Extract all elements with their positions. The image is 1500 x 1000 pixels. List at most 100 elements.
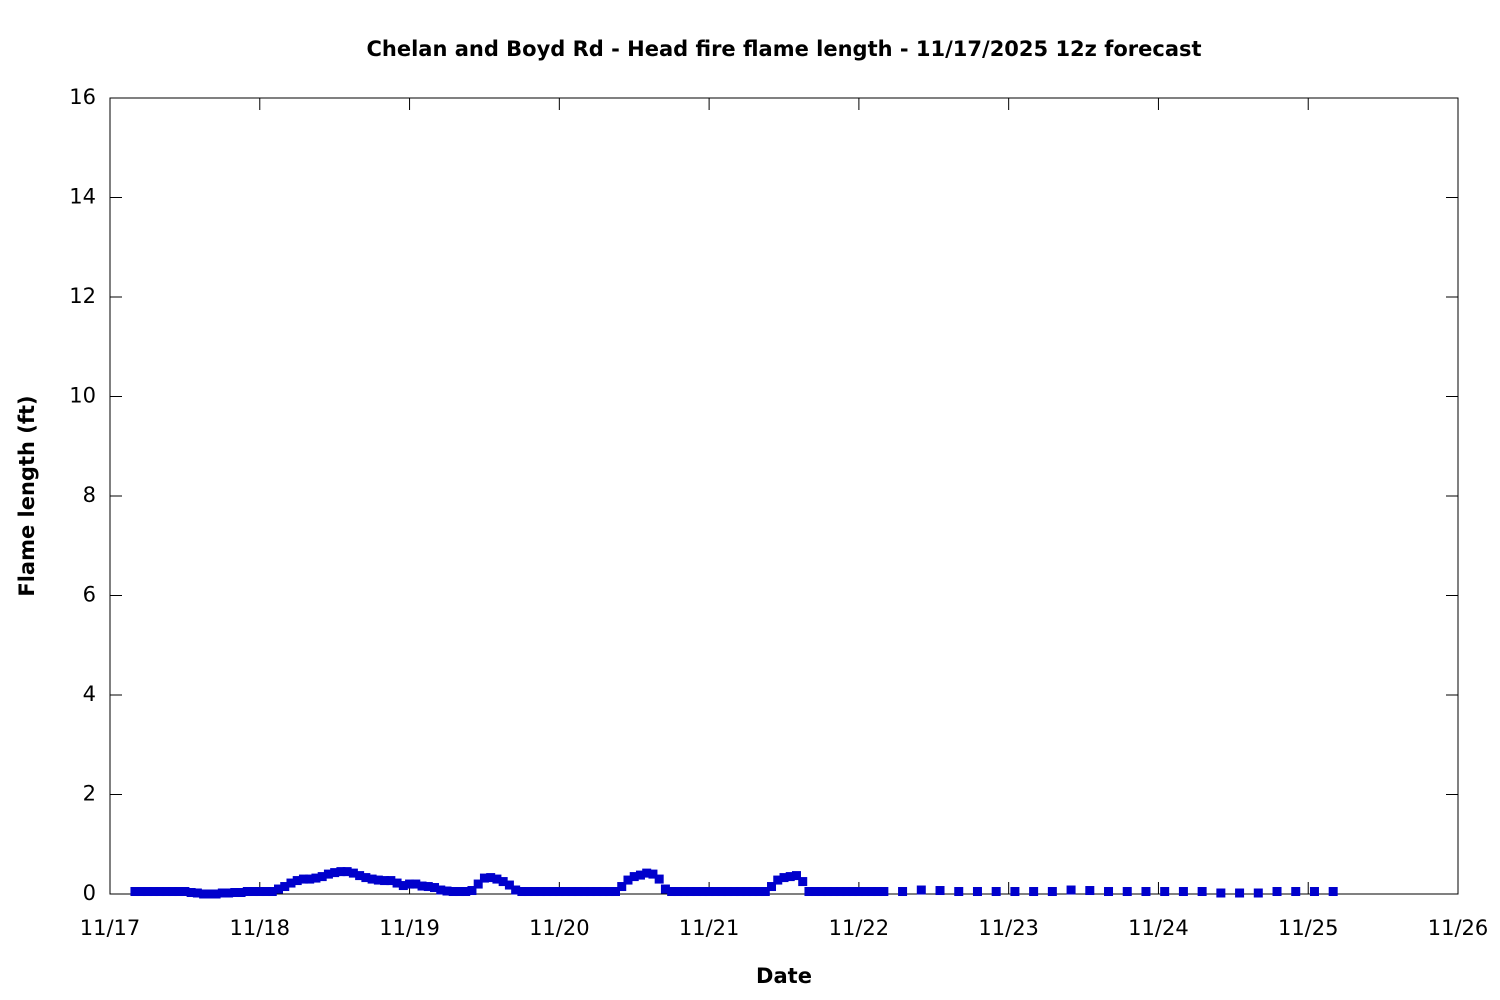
point xyxy=(411,879,421,889)
point xyxy=(473,879,483,889)
point xyxy=(579,887,589,897)
point xyxy=(417,881,427,891)
point xyxy=(436,885,446,895)
point xyxy=(629,872,639,882)
x-tick-label: 11/26 xyxy=(1428,916,1489,940)
point xyxy=(635,870,645,880)
point xyxy=(972,887,982,897)
point xyxy=(1029,887,1039,897)
point xyxy=(292,876,302,886)
point xyxy=(529,887,539,897)
point xyxy=(504,880,514,890)
point xyxy=(386,876,396,886)
point xyxy=(804,887,814,897)
point xyxy=(816,887,826,897)
point xyxy=(1253,888,1263,898)
point xyxy=(991,887,1001,897)
plot-frame xyxy=(109,97,1459,895)
point xyxy=(673,887,683,897)
point xyxy=(242,887,252,897)
point xyxy=(261,887,271,897)
point xyxy=(623,875,633,885)
point xyxy=(823,887,833,897)
point xyxy=(935,886,945,896)
y-tick-label: 14 xyxy=(69,185,96,209)
point xyxy=(442,886,452,896)
x-tick-label: 11/18 xyxy=(230,916,291,940)
point xyxy=(561,887,571,897)
point xyxy=(1291,887,1301,897)
point xyxy=(735,887,745,897)
point xyxy=(1047,887,1057,897)
y-tick-label: 16 xyxy=(69,85,96,109)
point xyxy=(536,887,546,897)
point xyxy=(180,887,190,897)
point xyxy=(517,887,527,897)
point xyxy=(748,887,758,897)
point xyxy=(785,872,795,882)
point xyxy=(829,887,839,897)
point xyxy=(461,887,471,897)
point xyxy=(423,882,433,892)
x-tick-label: 11/19 xyxy=(379,916,440,940)
point xyxy=(710,887,720,897)
point xyxy=(848,887,858,897)
point xyxy=(361,873,371,883)
x-tick-label: 11/25 xyxy=(1278,916,1339,940)
point xyxy=(211,889,221,899)
point xyxy=(742,887,752,897)
point xyxy=(567,887,577,897)
point xyxy=(186,888,196,898)
point xyxy=(392,878,402,888)
point xyxy=(348,868,358,878)
point xyxy=(142,887,152,897)
point xyxy=(654,874,664,884)
point xyxy=(1216,888,1226,898)
point xyxy=(1197,887,1207,897)
point xyxy=(255,887,265,897)
point xyxy=(660,884,670,894)
point xyxy=(174,887,184,897)
point xyxy=(192,888,202,898)
point xyxy=(760,887,770,897)
point xyxy=(798,877,808,887)
point xyxy=(130,887,140,897)
point xyxy=(267,887,277,897)
point xyxy=(810,887,820,897)
point xyxy=(642,868,652,878)
point xyxy=(866,887,876,897)
point xyxy=(373,875,383,885)
point xyxy=(1178,887,1188,897)
point xyxy=(717,887,727,897)
point xyxy=(1010,887,1020,897)
point xyxy=(592,887,602,897)
point xyxy=(155,887,165,897)
point xyxy=(1066,885,1076,895)
point xyxy=(167,887,177,897)
point xyxy=(898,887,908,897)
point xyxy=(698,887,708,897)
point xyxy=(523,887,533,897)
point xyxy=(879,887,889,897)
point xyxy=(274,884,283,894)
point xyxy=(704,887,714,897)
point xyxy=(330,868,340,878)
point xyxy=(317,872,327,882)
point xyxy=(542,887,552,897)
y-tick-label: 8 xyxy=(83,483,96,507)
point xyxy=(1085,886,1095,896)
y-tick-label: 6 xyxy=(83,583,96,607)
point xyxy=(498,877,508,887)
point xyxy=(286,878,296,888)
point xyxy=(161,887,171,897)
x-tick-label: 11/24 xyxy=(1128,916,1189,940)
point xyxy=(773,875,783,885)
point xyxy=(685,887,695,897)
point xyxy=(604,887,614,897)
point xyxy=(1104,887,1114,897)
point xyxy=(916,885,926,895)
point xyxy=(1141,887,1151,897)
point xyxy=(767,882,777,892)
point xyxy=(679,887,689,897)
